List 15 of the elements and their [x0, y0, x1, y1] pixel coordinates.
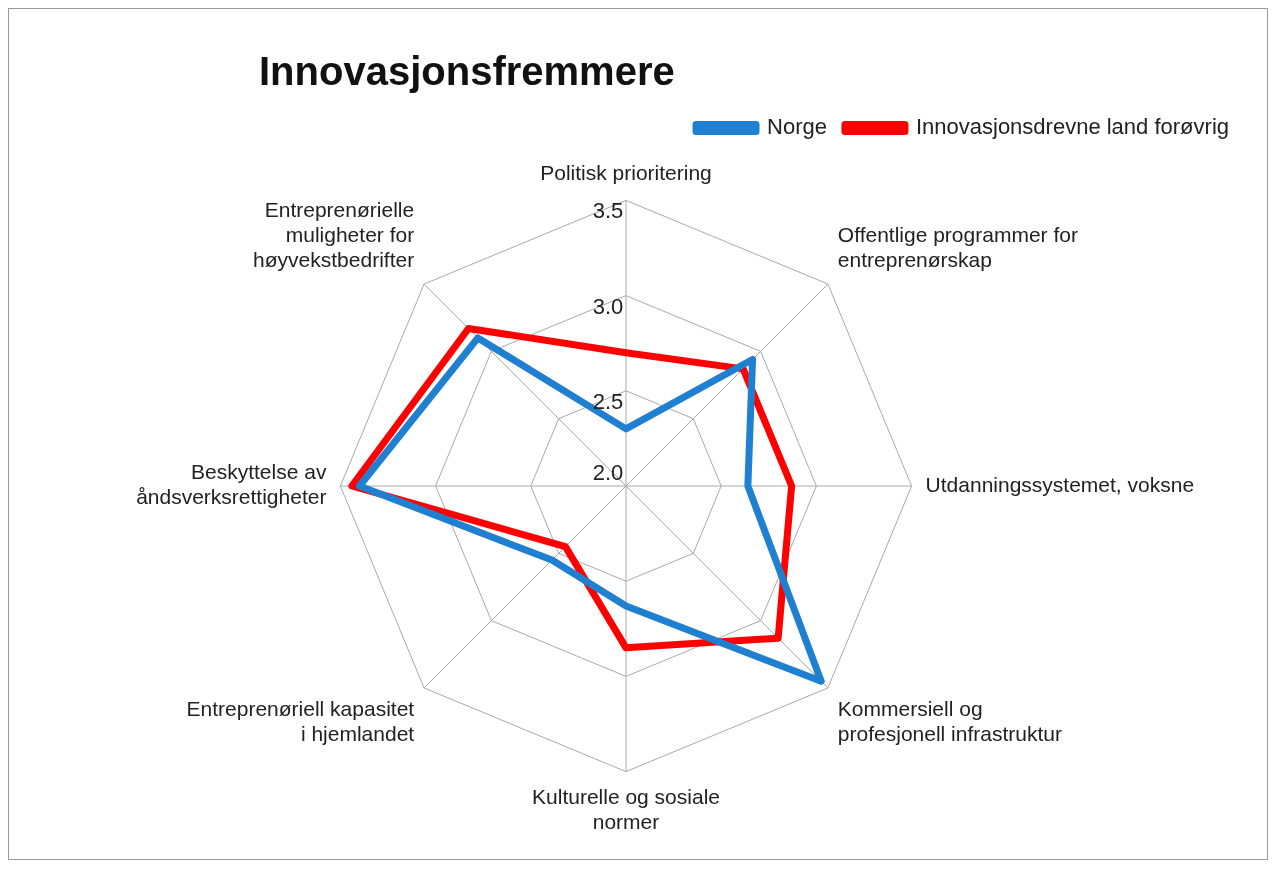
y-tick-label: 3.5	[592, 198, 624, 224]
spoke-label: Entreprenørielle muligheter for høyvekstbedrifter	[253, 197, 415, 272]
spoke-label: Kulturelle og sosiale normer	[532, 785, 720, 834]
legend-label: Innovasjonsdrevne land forøvrig	[915, 114, 1229, 140]
chart-title: Innovasjonsfremmere	[259, 49, 675, 94]
spoke-label: Kommersiell og profesjonell infrastruktur	[837, 697, 1062, 746]
spoke-label: Offentlige programmer for entreprenørskap	[837, 223, 1078, 272]
spoke-label: Beskyttelse av åndsverksrettigheter	[136, 460, 327, 509]
y-tick-label: 2.0	[592, 460, 624, 486]
spoke-label: Utdanningssystemet, voksne	[925, 472, 1195, 496]
y-tick-label: 3.0	[592, 293, 624, 319]
y-tick-label: 2.5	[592, 388, 624, 414]
spoke-label: Entreprenøriell kapasitet i hjemlandet	[186, 697, 415, 746]
legend-label: Norge	[767, 114, 827, 140]
spoke-label: Politisk prioritering	[540, 160, 712, 184]
